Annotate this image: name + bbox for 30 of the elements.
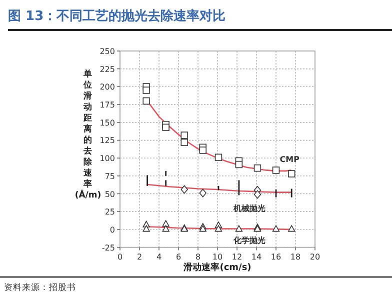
y-tick-label: 0 (110, 225, 115, 234)
y-tick-label: 100 (100, 154, 115, 164)
y-tick-label: 75 (104, 172, 115, 181)
x-tick-label: 16 (270, 252, 282, 262)
x-tick-label: 2 (136, 252, 142, 262)
x-tick-label: 18 (290, 252, 301, 262)
y-tick-label: 250 (100, 47, 115, 56)
series-label: 机械抛光 (232, 204, 266, 214)
y-tick-label: 125 (100, 136, 115, 146)
y-tick-label: 200 (100, 82, 115, 92)
y-tick-label: 150 (100, 118, 115, 128)
y-tick-label: 50 (104, 190, 115, 199)
text: 资料来源：招股书 (4, 282, 76, 293)
x-tick-label: 6 (176, 252, 182, 262)
x-tick-label: 10 (212, 252, 223, 262)
y-tick-label: 175 (100, 100, 115, 110)
text: 单位滑动距离的去除速率(Å/m) (74, 70, 102, 201)
chart-title: 图 13：不同工艺的抛光去除速率对比 (8, 8, 226, 24)
x-tick-label: 14 (251, 252, 262, 262)
x-tick-label: 8 (195, 252, 201, 262)
x-tick-label: 12 (232, 252, 242, 262)
x-tick-label: 4 (156, 252, 162, 262)
y-tick-label: -25 (102, 243, 115, 252)
x-tick-label: 0 (117, 252, 123, 262)
y-tick-label: 25 (104, 208, 115, 217)
x-tick-label: 20 (310, 252, 320, 262)
series-label: CMP (280, 154, 300, 164)
y-tick-label: 225 (100, 64, 115, 74)
x-axis-title: 滑动速率(cm/s) (182, 262, 252, 273)
series-label: 化学抛光 (232, 236, 266, 246)
